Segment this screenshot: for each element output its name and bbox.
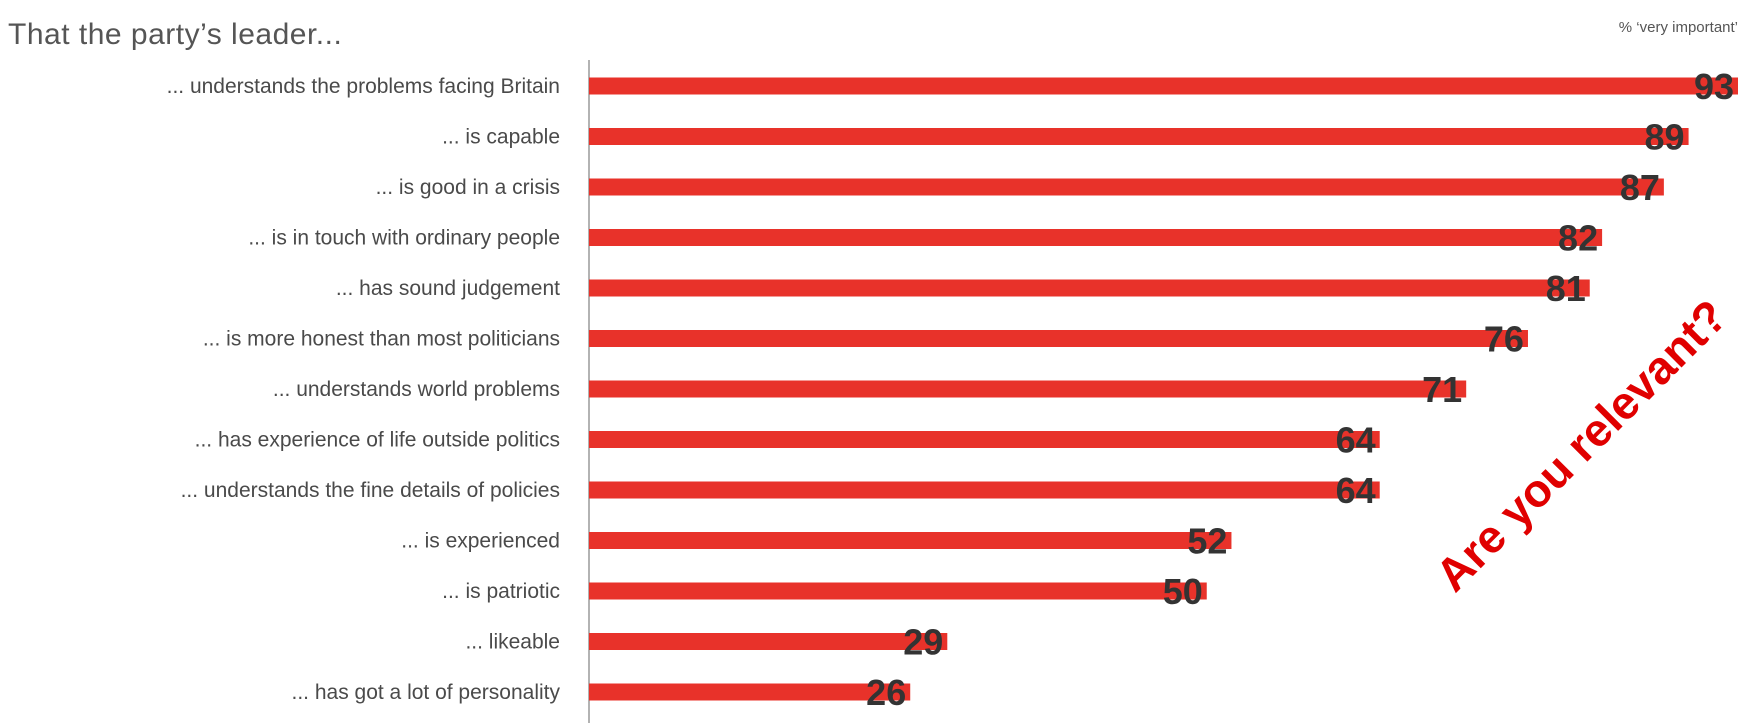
chart-title: That the party’s leader... [8,18,342,51]
category-label: ... is patriotic [442,580,560,603]
value-label: 82 [1558,218,1598,259]
category-label: ... understands the fine details of poli… [181,479,560,502]
bars-group: ... understands the problems facing Brit… [167,66,1738,713]
value-label: 71 [1422,369,1462,410]
bar [589,380,1467,398]
category-label: ... is experienced [401,530,560,553]
bar [589,330,1528,347]
bar [589,279,1590,297]
value-label: 64 [1336,470,1376,511]
bar [589,77,1738,95]
category-label: ... is more honest than most politicians [203,328,560,351]
category-label: ... has experience of life outside polit… [195,429,560,452]
value-label: 52 [1187,521,1227,562]
value-label: 29 [903,622,943,663]
bar [589,431,1380,448]
value-label: 87 [1620,167,1660,208]
bar [589,178,1664,196]
bar [589,229,1603,246]
value-label: 50 [1163,571,1203,612]
bar [589,481,1380,499]
category-label: ... has sound judgement [336,277,560,300]
category-label: ... likeable [465,631,560,654]
bar [589,633,948,650]
unit-label: % ‘very important’ [1619,19,1738,36]
value-label: 93 [1694,66,1734,107]
bar [589,683,911,701]
category-label: ... understands the problems facing Brit… [167,75,560,98]
category-label: ... is capable [442,126,560,149]
value-label: 81 [1546,268,1586,309]
category-label: ... is good in a crisis [376,176,560,199]
value-label: 76 [1484,319,1524,360]
bar [589,582,1207,600]
category-label: ... has got a lot of personality [292,681,561,704]
category-label: ... understands world problems [273,378,560,401]
category-label: ... is in touch with ordinary people [248,227,560,250]
value-label: 26 [866,672,906,713]
bar [589,128,1689,145]
value-label: 64 [1336,420,1376,461]
value-label: 89 [1645,117,1685,158]
bar [589,532,1232,549]
